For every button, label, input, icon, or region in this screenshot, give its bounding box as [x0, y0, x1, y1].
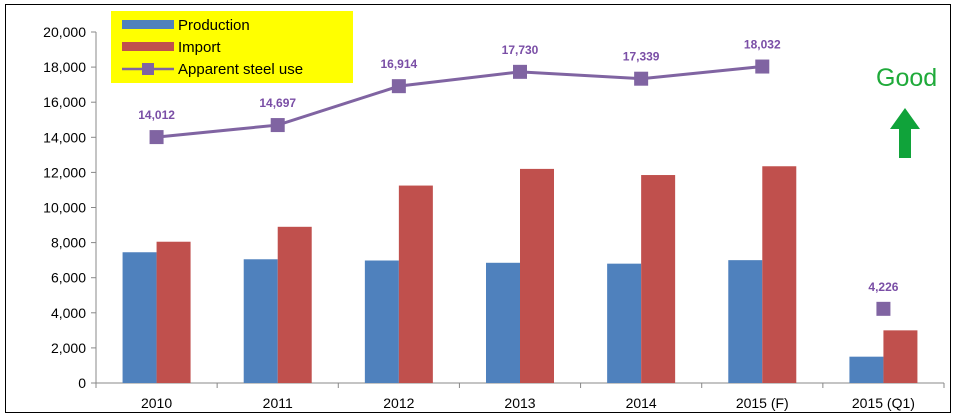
data-label-apparent-steel-use: 4,226: [868, 280, 898, 294]
data-label-apparent-steel-use: 17,730: [502, 43, 539, 57]
line-series: [149, 59, 891, 316]
data-label-apparent-steel-use: 14,012: [138, 108, 175, 122]
x-tick-label: 2013: [504, 395, 535, 411]
bar-production: [849, 356, 884, 383]
x-tick-label: 2015 (F): [736, 395, 789, 411]
legend-label-production: Production: [178, 17, 250, 34]
data-label-apparent-steel-use: 16,914: [381, 57, 418, 71]
bar-production: [728, 260, 763, 383]
annotation: Good: [876, 64, 937, 158]
y-tick-label: 0: [78, 375, 86, 391]
apparent-steel-use-marker: [876, 301, 891, 316]
x-tick-label: 2015 (Q1): [852, 395, 915, 411]
y-tick-label: 18,000: [43, 59, 86, 75]
bar-import: [520, 168, 554, 383]
bar-import: [156, 241, 191, 383]
data-label-apparent-steel-use: 17,339: [623, 50, 660, 64]
x-tick-label: 2012: [383, 395, 414, 411]
x-tick-label: 2011: [263, 395, 293, 411]
legend-swatch-production: [122, 20, 174, 29]
y-tick-label: 8,000: [51, 235, 86, 251]
bar-import: [398, 185, 433, 383]
y-tick-label: 2,000: [51, 340, 86, 356]
y-tick-label: 10,000: [43, 200, 86, 216]
good-annotation: Good: [876, 64, 937, 92]
y-tick-label: 20,000: [43, 24, 86, 40]
data-labels: 14,012 14,697 16,914 17,730 17,339 18,032 4,22…: [138, 38, 899, 294]
bar-import: [762, 166, 797, 383]
bar-production: [486, 262, 520, 383]
bar-production: [607, 263, 642, 383]
y-tick-label: 12,000: [43, 164, 86, 180]
bar-production: [243, 259, 278, 383]
legend-label-apparent-steel-use: Apparent steel use: [178, 61, 303, 78]
x-tick-label: 2014: [626, 395, 657, 411]
axes: 0 2,000 4,000 6,000 8,000 10,000 12,000 14,000 1…: [43, 24, 945, 411]
legend-marker-apparent-steel-use: [142, 63, 154, 75]
y-tick-label: 4,000: [51, 305, 86, 321]
apparent-steel-use-marker: [270, 118, 285, 133]
apparent-steel-use-marker: [149, 130, 164, 145]
data-label-apparent-steel-use: 14,697: [259, 96, 296, 110]
legend-swatch-import: [122, 42, 174, 51]
x-tick-label: 2010: [141, 395, 172, 411]
apparent-steel-use-marker: [634, 71, 649, 86]
legend: Production Import Apparent steel use: [111, 11, 353, 83]
bar-import: [641, 175, 676, 383]
apparent-steel-use-marker: [391, 79, 406, 94]
apparent-steel-use-marker: [755, 59, 770, 74]
apparent-steel-use-marker: [513, 64, 527, 79]
bar-import: [883, 330, 918, 383]
bar-production: [122, 252, 157, 383]
bars: [122, 166, 918, 383]
apparent-steel-use-line: [156, 65, 763, 139]
y-tick-label: 14,000: [43, 129, 86, 145]
y-tick-label: 6,000: [51, 270, 86, 286]
data-label-apparent-steel-use: 18,032: [744, 38, 781, 52]
y-tick-label: 16,000: [43, 94, 86, 110]
legend-label-import: Import: [178, 39, 221, 56]
bar-production: [364, 260, 399, 383]
up-arrow-icon: [890, 108, 920, 158]
bar-import: [277, 226, 312, 383]
